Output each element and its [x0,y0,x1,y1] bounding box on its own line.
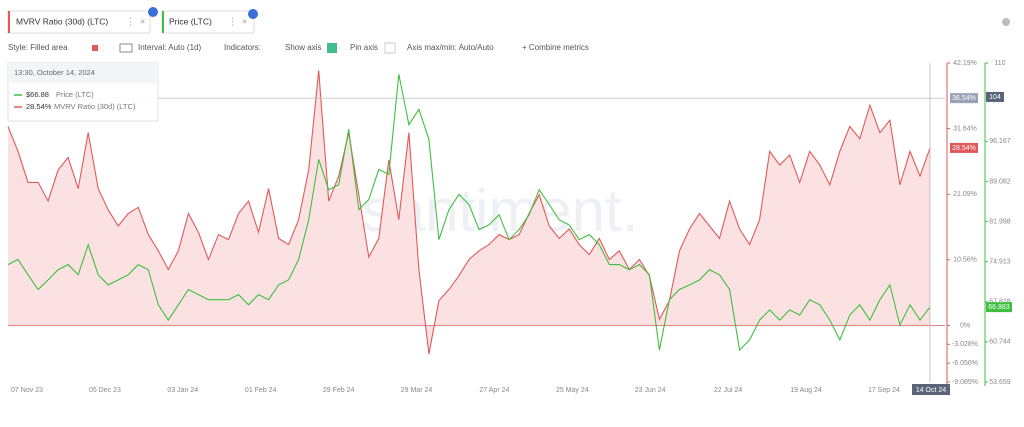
coin-icon [148,7,158,17]
y2-tick-label: 74.913 [989,259,1011,266]
y-tick-label: -3.028% [952,341,978,348]
x-tick-label: 25 May 24 [556,387,589,394]
y-tick-label: 42.19% [953,60,977,67]
tooltip-name: MVRV Ratio (30d) (LTC) [54,102,136,111]
interval-icon [119,43,133,53]
axis-minmax-select[interactable]: Axis max/min: Auto/Auto [407,43,494,52]
area-fill [8,70,930,355]
series-line [7,74,931,352]
tab-menu[interactable]: ⋮ [126,16,135,26]
combine-metrics[interactable]: + Combine metrics [522,43,589,52]
x-tick-label: 01 Feb 24 [245,387,277,394]
crosshair-x-label: 14 Oct 24 [916,387,946,394]
y-tick-label: 21.09% [953,191,977,198]
y2-tick-label: 96.167 [989,138,1011,145]
tooltip-name: Price (LTC) [56,90,94,99]
x-tick-label: 22 Jul 24 [714,387,743,394]
show-axis-label[interactable]: Show axis [285,43,321,52]
tooltip-value: $66.88 [26,90,49,99]
tab-menu[interactable]: ⋮ [228,16,237,26]
y-tick-label: 10.56% [953,257,977,264]
indicators-select[interactable]: Indicators: [224,43,261,52]
x-tick-label: 29 Mar 24 [401,387,433,394]
x-tick-label: 29 Feb 24 [323,387,355,394]
tooltip-value: 28.54% [26,102,52,111]
tab-accent [8,11,10,33]
y-tick-label: 0% [960,322,970,329]
x-tick-label: 05 Dec 23 [89,387,121,394]
series-line [7,70,931,355]
x-tick-label: 03 Jan 24 [167,387,198,394]
x-tick-label: 17 Sep 24 [868,387,900,394]
last-value-label: 28.54% [952,145,976,152]
crosshair-y2-label: 104 [989,94,1001,101]
crosshair-x-box [912,384,950,395]
last-value-label: 66.883 [988,304,1010,311]
x-tick-label: 07 Nov 23 [11,387,43,394]
tooltip-header [8,63,158,83]
interval-select[interactable]: Interval: Auto (1d) [138,43,201,52]
last-value-box [950,142,978,153]
crosshair-y-label: 36.54% [952,95,976,102]
tooltip-title: 13:30, October 14, 2024 [14,68,95,77]
x-tick-label: 23 Jun 24 [635,387,666,394]
show-axis-checkbox[interactable] [327,43,337,53]
pin-axis-checkbox[interactable] [384,42,396,54]
tab-accent [162,11,164,33]
tab-label[interactable]: Price (LTC) [169,16,212,26]
y2-tick-label: 81.998 [989,218,1011,225]
color-picker[interactable] [92,45,98,51]
settings-icon[interactable] [1002,18,1010,26]
pin-axis-label[interactable]: Pin axis [350,43,378,52]
x-tick-label: 19 Aug 24 [790,387,822,394]
y2-tick-label: 53.659 [989,379,1011,386]
tab-label[interactable]: MVRV Ratio (30d) (LTC) [16,16,108,26]
y2-tick-label: 67.828 [989,299,1011,306]
y2-tick-label: 110 [994,60,1005,67]
y-tick-label: -6.056% [952,360,978,367]
coin-icon [248,9,258,19]
crosshair-y-box [950,93,978,104]
y-tick-label: -9.085% [952,379,978,386]
tab-close[interactable]: × [140,16,145,26]
x-tick-label: 27 Apr 24 [479,387,509,394]
last-value-box [986,302,1012,313]
y2-tick-label: 60.744 [989,339,1011,346]
tab-close[interactable]: × [242,16,247,26]
y-tick-label: 31.64% [953,125,977,132]
style-select[interactable]: Style: Filled area [8,43,68,52]
crosshair-y2-box [986,91,1004,102]
y2-tick-label: 89.082 [989,178,1011,185]
